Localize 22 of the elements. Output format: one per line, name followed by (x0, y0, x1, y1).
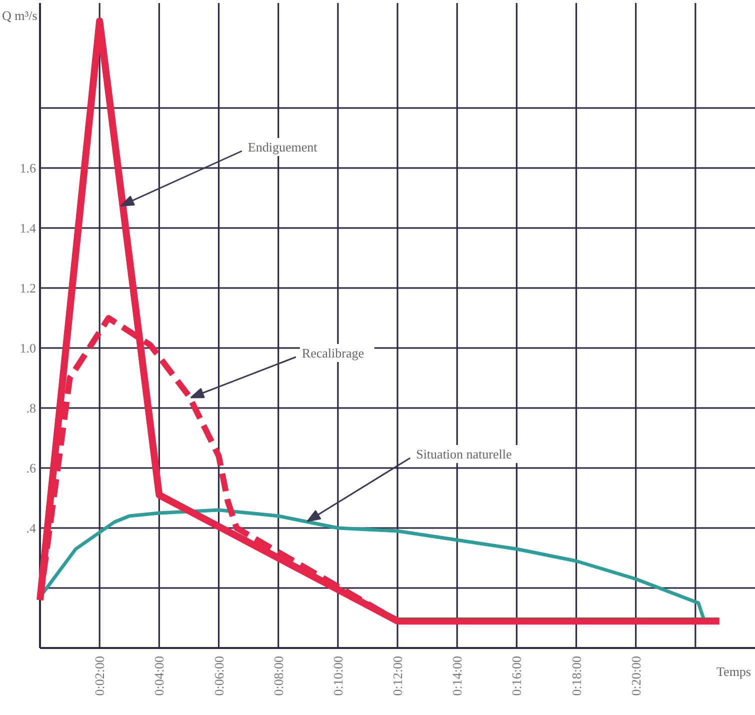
y-tick-label: 1.0 (20, 340, 36, 356)
annotation: Situation naturelle (416, 446, 512, 462)
y-tick-label: 1.2 (20, 280, 36, 296)
x-tick-label: 0:12:00 (390, 656, 406, 696)
y-tick-label: .4 (26, 520, 36, 536)
annotation: Endiguement (248, 140, 318, 155)
x-tick-label: 0:04:00 (152, 656, 167, 696)
y-tick-label: 1.4 (20, 220, 36, 236)
x-tick-label: 0:14:00 (450, 656, 465, 696)
x-tick-label: 0:18:00 (568, 656, 584, 696)
x-tick-label: 0:02:00 (92, 656, 108, 696)
x-tick-label: 0:08:00 (270, 656, 286, 696)
x-tick-label: 0:20:00 (628, 656, 644, 696)
x-tick-label: 0:16:00 (509, 656, 524, 696)
y-tick-label: .8 (26, 400, 36, 416)
x-tick-label: 0:10:00 (330, 656, 346, 696)
x-tick-label: 0:06:00 (211, 656, 226, 696)
x-axis-title: Temps (716, 664, 751, 679)
y-tick-label: 1.6 (20, 160, 36, 176)
y-axis-title: Q m³/s (2, 8, 38, 23)
y-tick-label: .6 (26, 460, 36, 476)
annotation: Recalibrage (302, 346, 364, 361)
